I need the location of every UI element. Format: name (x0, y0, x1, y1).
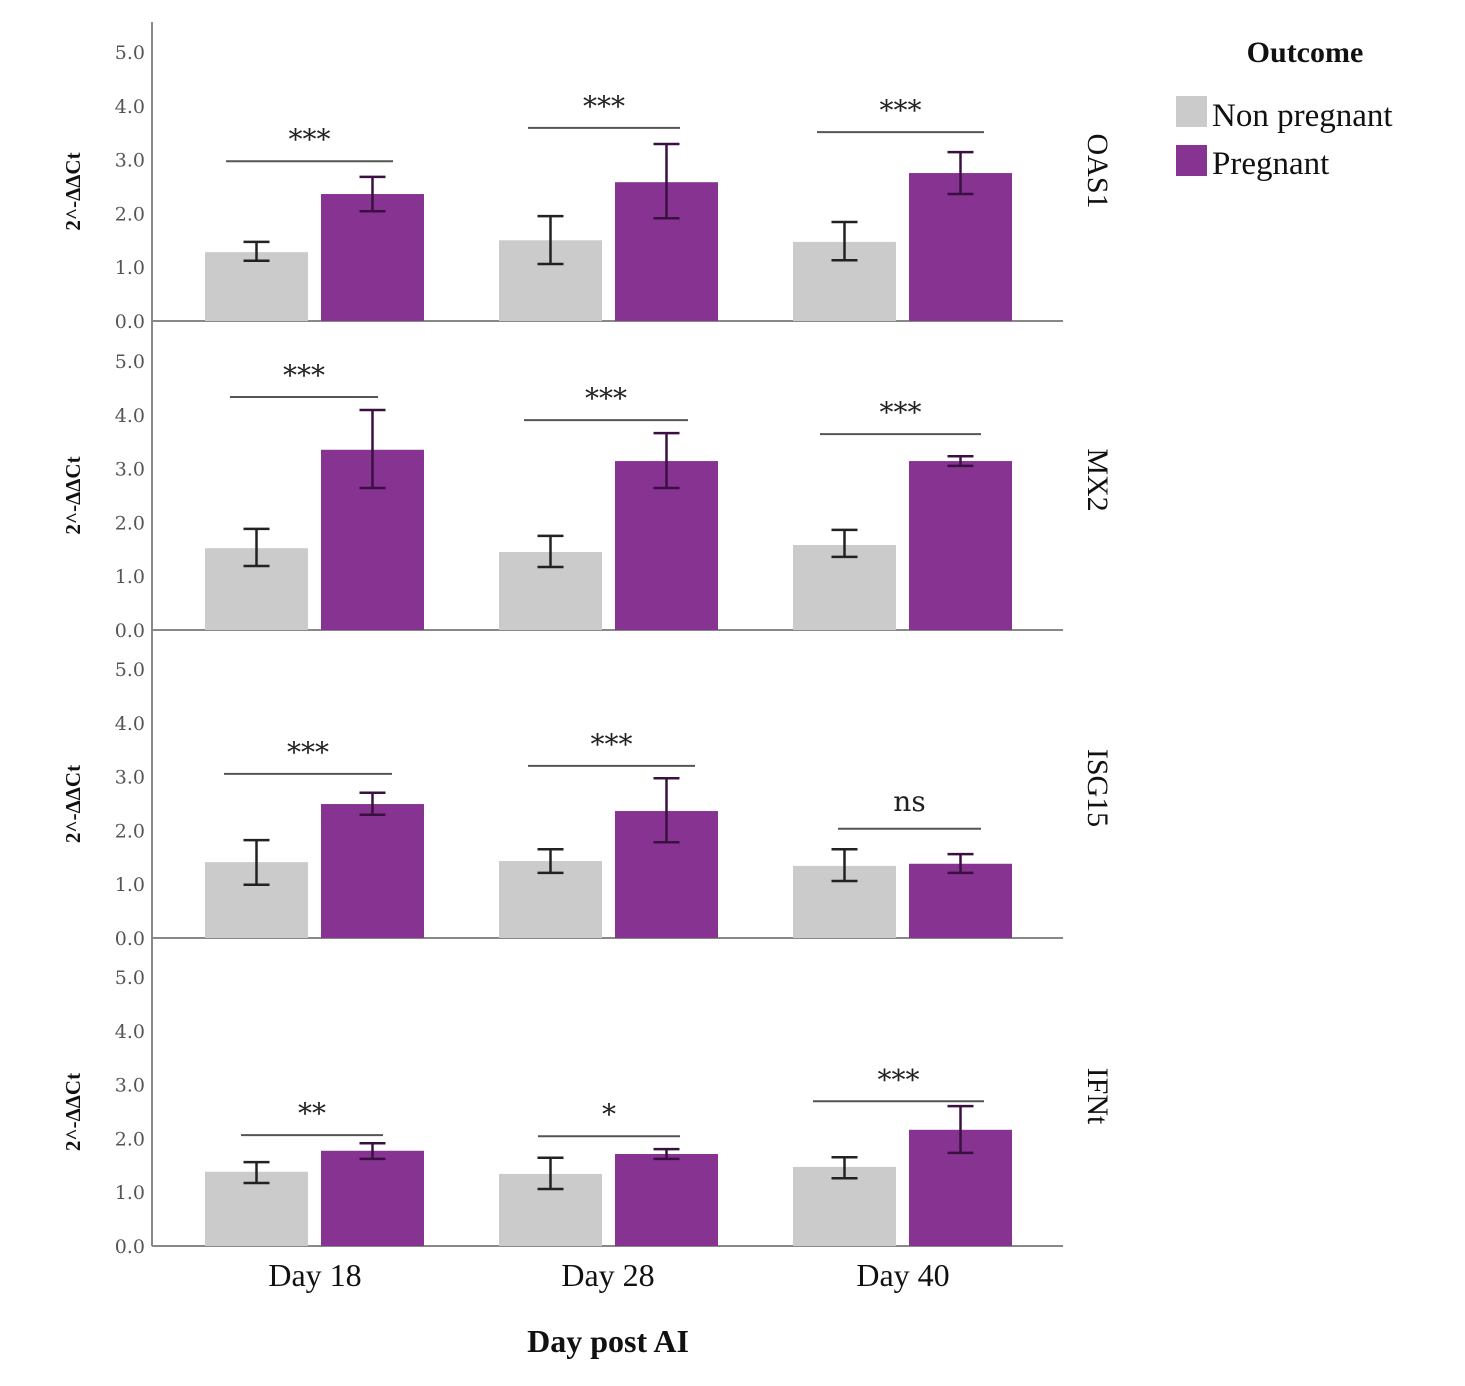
y-tick-label: 4.0 (115, 1021, 145, 1043)
error-bar (537, 214, 564, 266)
error-bar (537, 847, 564, 875)
significance-label: * (602, 1098, 616, 1131)
significance-label: *** (583, 90, 625, 123)
panel-oas1: 0.0 1.0 2.0 3.0 4.0 5.0 2^-ΔΔCt OAS1 *** *** *** (61, 22, 1114, 333)
y-tick-label: 1.0 (115, 1182, 145, 1204)
error-bar (831, 220, 858, 262)
x-tick-label: Day 18 (268, 1257, 361, 1293)
error-bar (947, 454, 974, 468)
significance-label: *** (591, 728, 633, 761)
bar-pregnant (909, 863, 1012, 938)
y-tick-label: 3.0 (115, 1075, 145, 1097)
y-tick-label: 0.0 (115, 620, 145, 642)
y-tick-label: 1.0 (115, 257, 145, 279)
panel-isg15: 0.0 1.0 2.0 3.0 4.0 5.0 2^-ΔΔCt ISG15 *** *** ns (61, 630, 1114, 950)
y-tick-label: 2.0 (115, 1128, 145, 1150)
error-bar (831, 1155, 858, 1180)
y-tick-label: 0.0 (115, 1236, 145, 1258)
y-tick-label: 5.0 (115, 351, 145, 373)
legend-title: Outcome (1247, 36, 1364, 69)
y-tick-label: 0.0 (115, 311, 145, 333)
y-tick-label: 1.0 (115, 874, 145, 896)
error-bar (243, 838, 270, 886)
bar-non-pregnant (793, 544, 896, 630)
bar-pregnant (321, 1150, 424, 1246)
bar-pregnant (909, 461, 1012, 630)
error-bar (359, 175, 386, 213)
bar-pregnant (321, 194, 424, 321)
panel-mx2: 0.0 1.0 2.0 3.0 4.0 5.0 2^-ΔΔCt MX2 *** *** *** (61, 321, 1114, 642)
y-tick-label: 5.0 (115, 42, 145, 64)
x-tick-label: Day 28 (561, 1257, 654, 1293)
significance-label: *** (585, 382, 627, 415)
error-bar (243, 1160, 270, 1185)
bar-non-pregnant (205, 252, 308, 321)
panels: 0.01.02.03.04.05.02^-ΔΔCt OAS1****** ***0.… (61, 22, 1114, 1258)
y-tick-label: 4.0 (115, 96, 145, 118)
panel-gene-label: IFNt (1081, 1068, 1114, 1125)
error-bar (831, 528, 858, 559)
error-bar (947, 150, 974, 196)
legend-label-non-pregnant: Non pregnant (1212, 98, 1393, 134)
y-axis-label: 2^-ΔΔCt (61, 765, 85, 843)
x-axis-label: Day post AI (527, 1323, 689, 1359)
significance-label: ** (298, 1097, 326, 1130)
error-bar (947, 1104, 974, 1155)
error-bar (653, 431, 680, 490)
significance-label: *** (283, 359, 325, 392)
bar-pregnant (615, 461, 718, 630)
panel-ifnt: 0.01.02.03.04.05.02^-ΔΔCt IFNt** **** (61, 938, 1114, 1258)
error-bar (653, 142, 680, 220)
bar-non-pregnant (793, 1166, 896, 1246)
error-bar (831, 847, 858, 883)
y-tick-label: 2.0 (115, 512, 145, 534)
error-bar (653, 776, 680, 844)
y-tick-label: 5.0 (115, 967, 145, 989)
y-axis-label: 2^-ΔΔCt (61, 1073, 85, 1151)
error-bar (653, 1147, 680, 1161)
bar-pregnant (909, 173, 1012, 321)
error-bar (243, 240, 270, 262)
y-tick-label: 5.0 (115, 659, 145, 681)
legend-swatch-pregnant (1176, 145, 1207, 176)
y-tick-label: 0.0 (115, 928, 145, 950)
panel-gene-label: MX2 (1081, 448, 1114, 511)
significance-label: *** (878, 1063, 920, 1096)
y-axis-label: 2^-ΔΔCt (61, 152, 85, 230)
y-tick-label: 4.0 (115, 405, 145, 427)
y-tick-label: 3.0 (115, 150, 145, 172)
legend-label-pregnant: Pregnant (1212, 146, 1329, 182)
error-bar (947, 852, 974, 875)
legend: Outcome Non pregnant Pregnant (1176, 36, 1393, 182)
error-bar (359, 408, 386, 490)
error-bar (243, 527, 270, 568)
x-axis: Day 18 Day 28 Day 40 Day post AI (268, 1257, 949, 1359)
y-tick-label: 4.0 (115, 713, 145, 735)
error-bar (359, 1141, 386, 1161)
panel-gene-label: OAS1 (1081, 133, 1114, 208)
significance-label: *** (287, 736, 329, 769)
y-tick-label: 3.0 (115, 459, 145, 481)
y-tick-label: 2.0 (115, 203, 145, 225)
legend-swatch-non-pregnant (1176, 96, 1207, 127)
significance-label: *** (289, 123, 331, 156)
significance-label: ns (893, 785, 925, 818)
error-bar (359, 791, 386, 817)
panel-gene-label: ISG15 (1081, 749, 1114, 827)
y-tick-label: 3.0 (115, 767, 145, 789)
significance-label: *** (880, 396, 922, 429)
error-bar (537, 1156, 564, 1191)
y-axis-label: 2^-ΔΔCt (61, 456, 85, 534)
bar-pregnant (615, 1154, 718, 1246)
y-tick-label: 2.0 (115, 820, 145, 842)
error-bar (537, 534, 564, 569)
y-tick-label: 1.0 (115, 566, 145, 588)
x-tick-label: Day 40 (856, 1257, 949, 1293)
bar-pregnant (321, 804, 424, 938)
significance-label: *** (880, 94, 922, 127)
